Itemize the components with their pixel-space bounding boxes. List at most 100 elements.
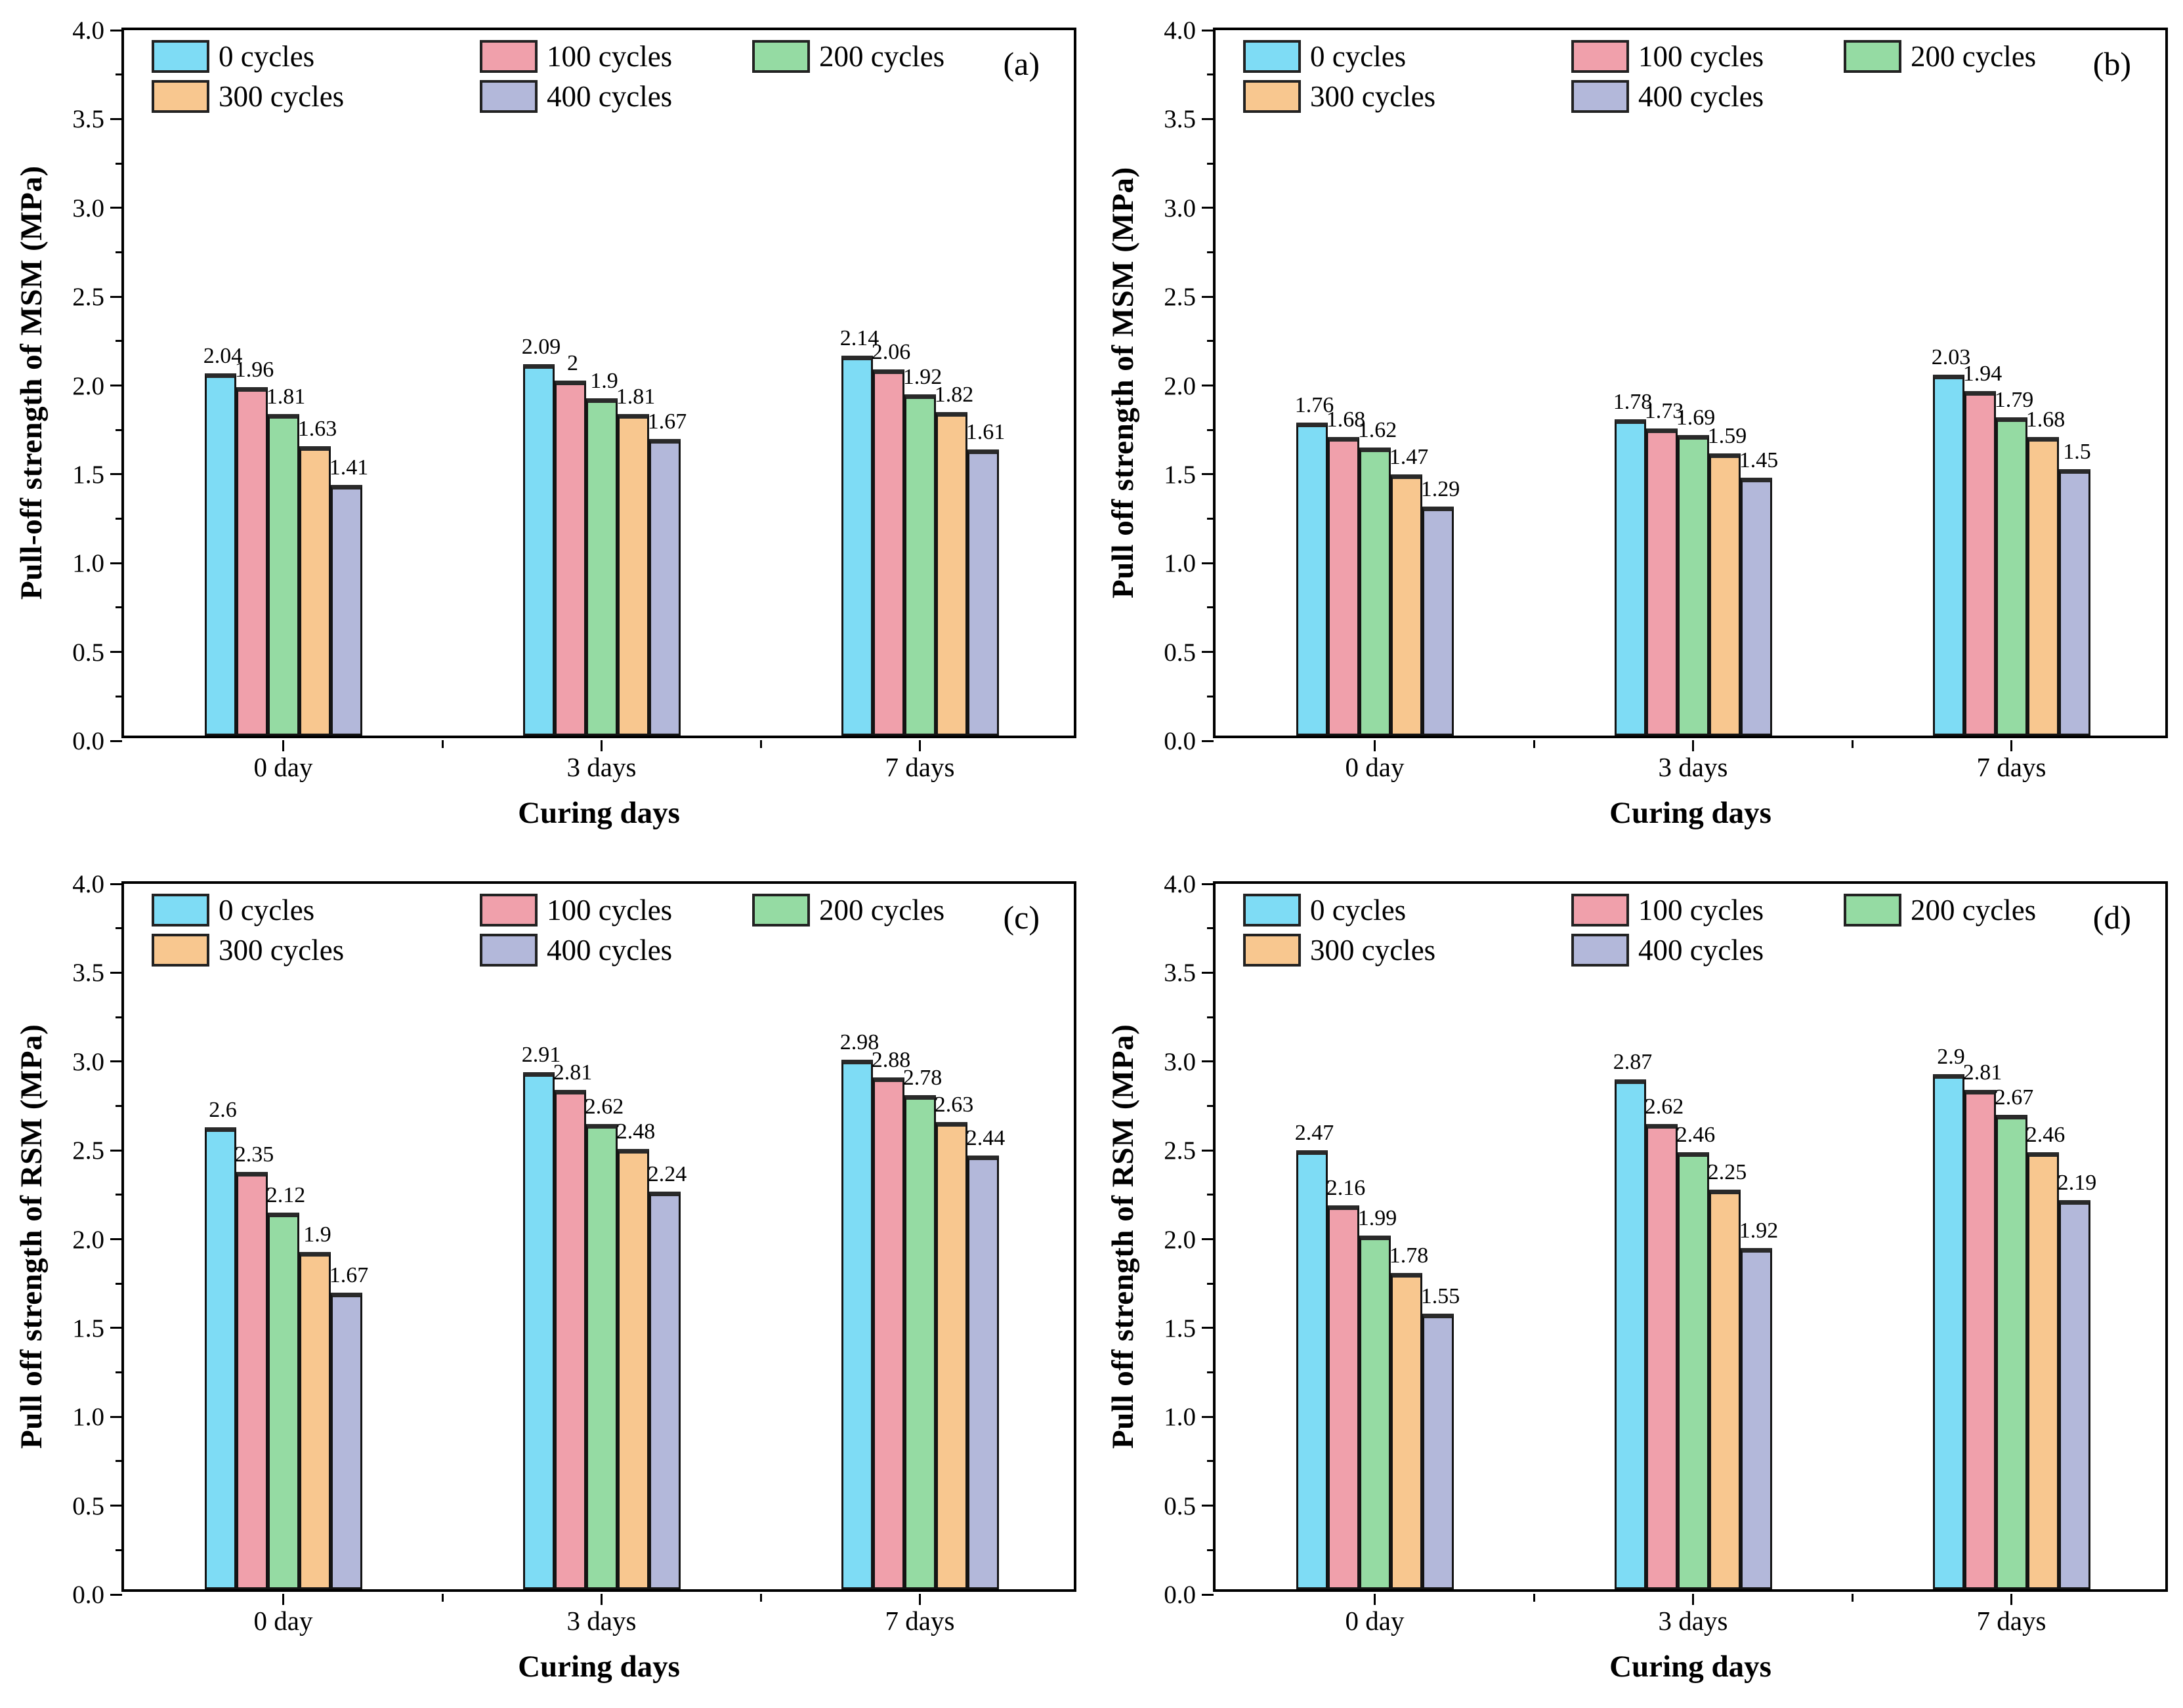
legend-swatch <box>1243 40 1301 73</box>
y-major-tick <box>1202 739 1214 742</box>
bar-value-label: 1.78 <box>1613 390 1653 415</box>
bar-value-label: 1.69 <box>1676 406 1716 430</box>
y-major-tick <box>1202 562 1214 564</box>
bar-value-label: 2.48 <box>616 1119 656 1144</box>
x-major-tick <box>282 740 284 751</box>
y-tick-label: 3.0 <box>1164 194 1196 222</box>
bar-value-label: 1.29 <box>1420 476 1460 501</box>
legend-label: 300 cycles <box>1310 80 1436 113</box>
x-tick-label: 7 days <box>885 752 955 782</box>
x-minor-tick <box>441 1594 444 1602</box>
bar-value-label: 2.47 <box>1294 1121 1334 1146</box>
legend-label: 400 cycles <box>1638 80 1764 113</box>
legend-label: 100 cycles <box>1638 40 1764 73</box>
y-tick-label: 4.0 <box>1164 16 1196 45</box>
bar-value-label: 2.46 <box>1676 1122 1716 1147</box>
bar-100-cycles <box>1645 428 1678 736</box>
y-tick-label: 3.0 <box>72 194 104 222</box>
legend-swatch <box>480 80 538 113</box>
y-minor-tick <box>116 428 122 431</box>
legend-item-100-cycles: 100 cycles <box>480 893 752 927</box>
legend-item-300-cycles: 300 cycles <box>152 933 480 967</box>
bar-0-cycles <box>1614 1079 1646 1589</box>
y-minor-tick <box>1207 428 1214 431</box>
bar-0-cycles <box>204 1127 236 1589</box>
y-tick-label: 3.5 <box>72 959 104 988</box>
y-tick-label: 0.5 <box>1164 638 1196 667</box>
bar-0-cycles <box>1296 423 1328 736</box>
bar-value-label: 1.45 <box>1739 448 1779 473</box>
legend-item-0-cycles: 0 cycles <box>1243 39 1571 73</box>
legend-swatch <box>1571 80 1629 113</box>
legend-swatch <box>480 894 538 927</box>
y-minor-tick <box>1207 73 1214 76</box>
bar-value-label: 2.81 <box>1962 1060 2003 1085</box>
legend-item-300-cycles: 300 cycles <box>1243 79 1571 114</box>
y-tick-label: 2.5 <box>72 1136 104 1165</box>
legend-label: 300 cycles <box>1310 934 1436 967</box>
x-major-tick <box>1692 1594 1694 1605</box>
bar-200-cycles <box>904 394 936 736</box>
bar-300-cycles <box>299 446 331 736</box>
legend-swatch <box>1571 894 1629 927</box>
x-major-tick <box>2010 1594 2012 1605</box>
legend-swatch <box>480 934 538 967</box>
y-minor-tick <box>1207 1194 1214 1196</box>
legend-swatch <box>152 40 209 73</box>
bar-200-cycles <box>585 398 618 736</box>
bar-200-cycles <box>1677 435 1709 736</box>
y-minor-tick <box>116 1371 122 1374</box>
bar-value-label: 2 <box>567 350 578 375</box>
x-tick-label: 0 day <box>253 1606 313 1636</box>
y-minor-tick <box>1207 1282 1214 1285</box>
y-tick-label: 2.5 <box>1164 283 1196 312</box>
x-minor-tick <box>1851 740 1854 748</box>
legend-swatch <box>480 40 538 73</box>
y-minor-tick <box>116 162 122 165</box>
bar-0-cycles <box>1296 1150 1328 1589</box>
bar-400-cycles <box>967 449 999 736</box>
y-major-tick <box>1202 651 1214 654</box>
bar-400-cycles <box>1740 478 1772 736</box>
bar-200-cycles <box>1995 1115 2027 1589</box>
y-tick-label: 4.0 <box>72 870 104 898</box>
y-major-tick <box>1202 1060 1214 1063</box>
bar-200-cycles <box>904 1095 936 1589</box>
y-major-tick <box>1202 971 1214 974</box>
bar-0-cycles <box>204 373 236 736</box>
legend-swatch <box>1571 40 1629 73</box>
bar-300-cycles <box>2027 437 2059 736</box>
legend-label: 400 cycles <box>1638 934 1764 967</box>
bar-400-cycles <box>330 485 362 736</box>
chart-panel-a: Pull-off strength of MSM (MPa) 0 cycles 1… <box>0 0 1092 854</box>
y-tick-label: 4.0 <box>1164 870 1196 898</box>
y-major-tick <box>1202 883 1214 885</box>
legend-label: 200 cycles <box>819 40 945 73</box>
bar-value-label: 2.62 <box>1644 1094 1684 1119</box>
bar-value-label: 2.16 <box>1326 1176 1366 1201</box>
y-minor-tick <box>1207 251 1214 253</box>
y-minor-tick <box>1207 927 1214 930</box>
legend-swatch <box>1571 934 1629 967</box>
bar-0-cycles <box>1932 375 1964 736</box>
y-tick-label: 1.0 <box>72 549 104 578</box>
legend-item-400-cycles: 400 cycles <box>1571 79 1844 114</box>
bar-value-label: 1.55 <box>1420 1284 1460 1309</box>
legend-item-0-cycles: 0 cycles <box>1243 893 1571 927</box>
legend-item-0-cycles: 0 cycles <box>152 893 480 927</box>
bar-200-cycles <box>585 1123 618 1589</box>
legend-label: 200 cycles <box>1911 40 2037 73</box>
legend-item-0-cycles: 0 cycles <box>152 39 480 73</box>
legend-swatch <box>752 894 810 927</box>
y-minor-tick <box>1207 518 1214 520</box>
bar-value-label: 2.67 <box>1994 1085 2034 1110</box>
bar-200-cycles <box>267 413 299 736</box>
y-tick-label: 1.0 <box>72 1403 104 1432</box>
bar-value-label: 2.06 <box>871 340 911 365</box>
bar-0-cycles <box>1932 1073 1964 1589</box>
bar-100-cycles <box>236 1171 268 1589</box>
legend-label: 0 cycles <box>219 894 315 927</box>
legend-item-400-cycles: 400 cycles <box>480 79 752 114</box>
bar-value-label: 1.63 <box>297 416 337 441</box>
bar-0-cycles <box>841 1060 873 1589</box>
